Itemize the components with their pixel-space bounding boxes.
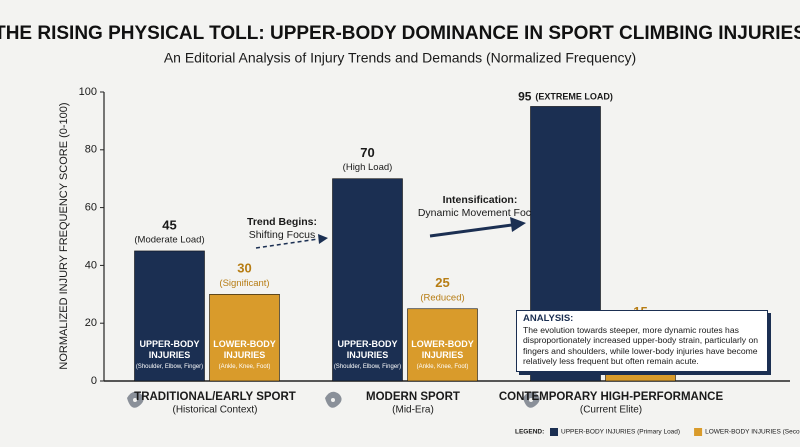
bar <box>407 308 478 382</box>
legend-label: UPPER-BODY INJURIES (Primary Load) <box>561 429 680 436</box>
annotation-title: Intensification: <box>443 194 518 206</box>
y-tick-label: 20 <box>85 317 97 329</box>
bar-note: (Shoulder, Elbow, Finger) <box>135 364 204 370</box>
y-tick-label: 60 <box>85 202 97 214</box>
analysis-text: The evolution towards steeper, more dyna… <box>523 324 759 367</box>
bar-note: (Ankle, Knee, Foot) <box>218 364 271 370</box>
annotation-text: Dynamic Movement Focus <box>418 207 542 219</box>
y-tick-label: 40 <box>85 259 97 271</box>
x-tick-note: (Current Elite) <box>580 405 642 416</box>
bar-label-wrap: UPPER-BODY INJURIES (Shoulder, Elbow, Fin… <box>333 339 403 370</box>
legend-title: LEGEND: <box>515 429 544 436</box>
bar-label-wrap: LOWER-BODY INJURIES (Ankle, Knee, Foot) <box>210 339 280 370</box>
category-label-group: TRADITIONAL/EARLY SPORT (Historical Conte… <box>127 391 296 416</box>
bar <box>134 250 205 382</box>
bar <box>209 293 280 382</box>
arrow-head <box>510 217 526 232</box>
bar <box>332 178 403 382</box>
bar-note: (Shoulder, Elbow, Finger) <box>333 364 402 370</box>
x-tick-label: CONTEMPORARY HIGH-PERFORMANCE <box>499 391 724 403</box>
trend-arrow <box>429 223 513 238</box>
x-tick-note: (Mid-Era) <box>392 405 434 416</box>
hold-icon-hole <box>133 398 137 402</box>
bar-label-box: UPPER-BODY INJURIES (Shoulder, Elbow, Fin… <box>135 339 205 370</box>
legend-swatch <box>550 428 558 436</box>
bar-label-box: LOWER-BODY INJURIES (Ankle, Knee, Foot) <box>408 339 478 370</box>
chart-subtitle: An Editorial Analysis of Injury Trends a… <box>164 50 636 66</box>
annotation-title: Trend Begins: <box>247 216 317 228</box>
chart-title: THE RISING PHYSICAL TOLL: UPPER-BODY DOM… <box>0 23 800 44</box>
value-label: 95 (EXTREME LOAD) <box>518 90 613 104</box>
legend-swatch <box>694 428 703 436</box>
analysis-box: ANALYSIS: The evolution towards steeper, … <box>516 310 768 372</box>
y-axis-label: NORMALIZED INJURY FREQUENCY SCORE (0-100… <box>58 102 70 369</box>
hold-icon-hole <box>529 398 533 402</box>
y-tick-label: 100 <box>79 86 97 98</box>
analysis-title: ANALYSIS: <box>523 313 574 324</box>
y-tick-label: 80 <box>85 144 97 156</box>
bar-label: UPPER-BODY INJURIES <box>139 339 200 360</box>
x-tick-label: TRADITIONAL/EARLY SPORT <box>134 391 296 403</box>
bar-label: LOWER-BODY INJURIES <box>213 339 276 360</box>
annotation-text: Shifting Focus <box>249 229 316 241</box>
x-tick-note: (Historical Context) <box>172 405 257 416</box>
bar-label-box: LOWER-BODY INJURIES (Ankle, Knee, Foot) <box>210 339 280 370</box>
bar-label-wrap: UPPER-BODY INJURIES (Shoulder, Elbow, Fin… <box>135 339 205 370</box>
y-tick-label: 0 <box>91 375 97 387</box>
category-label-group: MODERN SPORT (Mid-Era) <box>325 391 460 416</box>
bar-label: UPPER-BODY INJURIES <box>337 339 398 360</box>
bar-label: LOWER-BODY INJURIES <box>411 339 474 360</box>
value-number: 95 <box>518 90 532 104</box>
value-label: 70 <box>360 145 374 160</box>
category-label-group: CONTEMPORARY HIGH-PERFORMANCE (Current El… <box>499 391 724 416</box>
bar-note: (Ankle, Knee, Foot) <box>416 364 469 370</box>
x-tick-label: MODERN SPORT <box>366 391 460 403</box>
hold-icon-hole <box>331 398 335 402</box>
legend-label: LOWER-BODY INJURIES (Secondary Load) <box>705 429 800 436</box>
bar-label-wrap: LOWER-BODY INJURIES (Ankle, Knee, Foot) <box>408 339 478 370</box>
bar-label-box: UPPER-BODY INJURIES (Shoulder, Elbow, Fin… <box>333 339 403 370</box>
arrow-head <box>318 234 328 244</box>
value-note: (Significant) <box>219 278 269 289</box>
value-note: (Reduced) <box>420 292 464 303</box>
value-label: 45 <box>162 217 176 232</box>
value-note: (High Load) <box>343 162 393 173</box>
value-label: 25 <box>435 275 449 290</box>
value-label: 30 <box>237 261 251 276</box>
value-note: (Moderate Load) <box>134 234 204 245</box>
value-note: (EXTREME LOAD) <box>535 92 613 102</box>
trend-arrow <box>255 238 319 249</box>
